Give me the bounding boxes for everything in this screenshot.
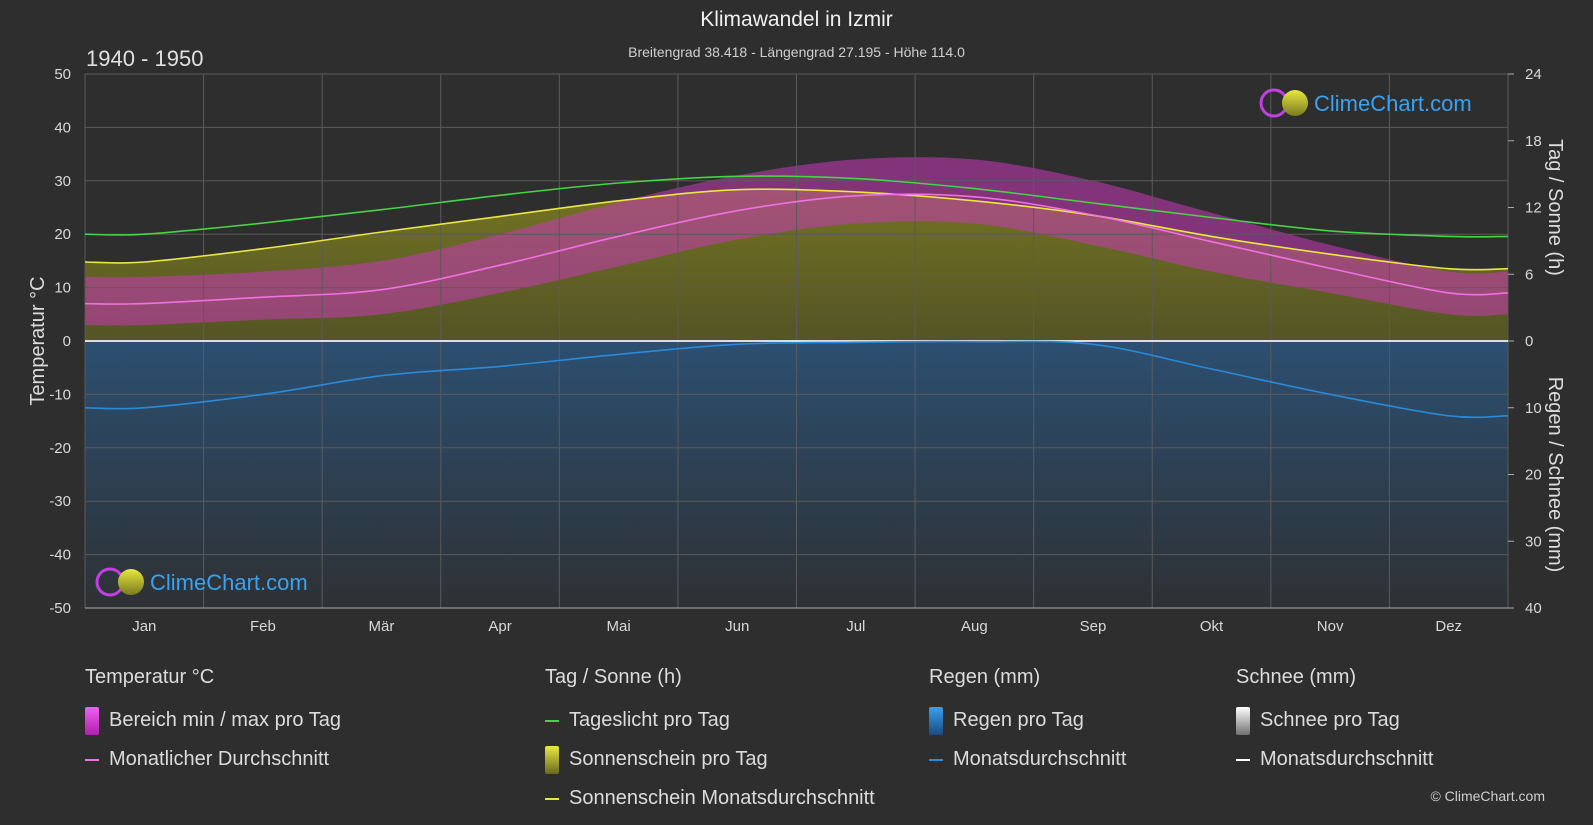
chart-subtitle: Breitengrad 38.418 - Längengrad 27.195 -… [628,44,965,60]
right-top-tick-label: 18 [1525,133,1542,150]
legend-label: Schnee pro Tag [1260,709,1400,731]
x-tick-label: Mai [607,618,631,635]
temp-range-swatch [85,706,99,735]
right-bottom-tick-label: 40 [1525,600,1542,617]
axes-layer: 50 40 30 20 10 0 -10 -20 -30 -40 -50 24 18 12 6 0 10 20 30… [27,66,1566,635]
x-tick-label: Mär [369,618,395,635]
left-tick-label: 10 [54,280,71,297]
snow-swatch [1236,706,1250,735]
logo-sun-icon [1282,90,1308,116]
left-tick-label: 30 [54,173,71,190]
rain-swatch [929,706,943,735]
sunshine-avg-swatch [545,797,559,800]
logo-text-bottom: ClimeChart.com [150,570,308,595]
left-tick-label: -30 [49,493,71,510]
legend-item-daylight: Tageslicht pro Tag [545,701,875,740]
right-bottom-axis-title: Regen / Schnee (mm) [1544,377,1566,573]
x-tick-label: Dez [1435,618,1462,635]
daylight-swatch [545,719,559,722]
legend-item-snow: Schnee pro Tag [1236,701,1433,740]
legend-item-sunshine: Sonnenschein pro Tag [545,740,875,779]
left-tick-label: 40 [54,119,71,136]
x-tick-label: Jan [132,618,156,635]
legend-label: Sonnenschein Monatsdurchschnitt [569,787,875,809]
left-tick-label: -10 [49,386,71,403]
sunshine-swatch [545,745,559,774]
legend-heading: Temperatur °C [85,666,215,688]
legend-heading: Regen (mm) [929,666,1041,688]
logo-bottom: ClimeChart.com [95,567,308,597]
rain-avg-line [85,340,1508,419]
legend-label: Monatsdurchschnitt [953,748,1127,770]
right-top-tick-label: 24 [1525,66,1542,83]
legend-sun: Tag / Sonne (h) Tageslicht pro Tag Sonne… [545,663,875,818]
legend-heading: Schnee (mm) [1236,666,1357,688]
x-tick-label: Sep [1080,618,1107,635]
series-layer [85,175,1508,419]
x-tick-label: Jul [846,618,865,635]
legend-item-temp-avg: Monatlicher Durchschnitt [85,740,341,779]
right-bottom-tick-label: 20 [1525,467,1542,484]
legend-rain: Regen (mm) Regen pro Tag Monatsdurchschn… [929,663,1126,779]
left-tick-label: -20 [49,440,71,457]
legend-label: Monatsdurchschnitt [1260,748,1434,770]
right-top-axis-title: Tag / Sonne (h) [1544,139,1566,276]
rain-avg-swatch [929,758,943,761]
x-tick-label: Nov [1317,618,1344,635]
right-top-tick-label: 12 [1525,200,1542,217]
x-tick-label: Okt [1200,618,1224,635]
left-tick-label: 20 [54,226,71,243]
legend-label: Sonnenschein pro Tag [569,748,768,770]
right-top-tick-label: 0 [1525,333,1533,350]
left-tick-label: 0 [63,333,71,350]
temp-avg-line [85,193,1508,305]
copyright: © ClimeChart.com [1430,788,1545,804]
legend-item-rain-avg: Monatsdurchschnitt [929,740,1126,779]
temp-avg-swatch [85,758,99,761]
left-tick-label: -50 [49,600,71,617]
daylight-line [85,175,1508,238]
legend-item-snow-avg: Monatsdurchschnitt [1236,740,1433,779]
snow-avg-swatch [1236,758,1250,761]
logo-top: ClimeChart.com [1259,88,1472,118]
legend-temperature: Temperatur °C Bereich min / max pro Tag … [85,663,341,779]
legend-item-rain: Regen pro Tag [929,701,1126,740]
left-tick-label: -40 [49,547,71,564]
right-bottom-tick-label: 30 [1525,533,1542,550]
legend-snow: Schnee (mm) Schnee pro Tag Monatsdurchsc… [1236,663,1433,779]
legend-label: Tageslicht pro Tag [569,709,730,731]
x-tick-label: Aug [961,618,988,635]
x-tick-label: Apr [488,618,511,635]
legend-label: Monatlicher Durchschnitt [109,748,330,770]
x-tick-label: Jun [725,618,749,635]
legend-label: Regen pro Tag [953,709,1084,731]
period-label: 1940 - 1950 [86,46,204,71]
left-tick-label: 50 [54,66,71,83]
logo-text-top: ClimeChart.com [1314,91,1472,116]
legend-item-sunshine-avg: Sonnenschein Monatsdurchschnitt [545,779,875,818]
right-bottom-tick-label: 10 [1525,400,1542,417]
x-tick-label: Feb [250,618,276,635]
legend-label: Bereich min / max pro Tag [109,709,341,731]
sunshine-avg-line [85,188,1508,271]
left-axis-title: Temperatur °C [27,276,49,405]
climate-chart: 50 40 30 20 10 0 -10 -20 -30 -40 -50 24 18 12 6 0 10 20 30… [27,66,1566,635]
chart-title: Klimawandel in Izmir [700,8,893,31]
legend-item-temp-range: Bereich min / max pro Tag [85,701,341,740]
legend-heading: Tag / Sonne (h) [545,666,682,688]
right-top-tick-label: 6 [1525,266,1533,283]
logo-sun-icon [118,569,144,595]
